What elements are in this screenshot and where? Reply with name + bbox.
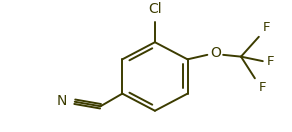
Text: N: N [56, 94, 67, 108]
Text: F: F [267, 55, 274, 68]
Text: Cl: Cl [148, 2, 162, 16]
Text: F: F [263, 21, 270, 34]
Text: F: F [259, 81, 266, 94]
Text: O: O [210, 46, 221, 60]
